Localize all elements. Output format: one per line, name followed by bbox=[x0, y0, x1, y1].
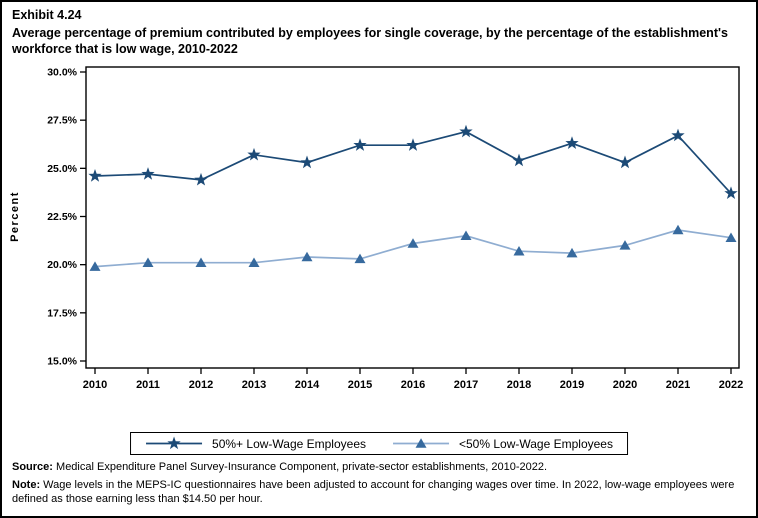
star-marker bbox=[459, 124, 473, 138]
triangle-marker bbox=[460, 230, 472, 241]
triangle-marker bbox=[672, 224, 684, 235]
x-tick-label: 2021 bbox=[666, 379, 690, 391]
y-axis: 30.0% 27.5% 25.0% 22.5% 20.0% 17.5% 15.0% bbox=[47, 67, 86, 368]
triangle-icon bbox=[415, 438, 427, 448]
star-marker bbox=[88, 169, 102, 182]
note-text: Wage levels in the MEPS-IC questionnaire… bbox=[12, 478, 735, 506]
x-tick-label: 2019 bbox=[560, 379, 584, 391]
x-tick-label: 2013 bbox=[242, 379, 266, 391]
x-tick-label: 2020 bbox=[613, 379, 637, 391]
y-tick-label: 30.0% bbox=[47, 67, 77, 79]
triangle-marker bbox=[248, 257, 260, 268]
series-under50 bbox=[89, 224, 737, 271]
chart-title: Average percentage of premium contribute… bbox=[12, 26, 728, 56]
y-tick-label: 17.5% bbox=[47, 307, 77, 319]
x-tick-label: 2016 bbox=[401, 379, 425, 391]
triangle-marker bbox=[301, 251, 313, 262]
x-tick-label: 2012 bbox=[189, 379, 213, 391]
x-axis: 2010 2011 2012 2013 2014 2015 2016 2017 2018 2019… bbox=[83, 368, 743, 391]
star-marker bbox=[724, 186, 738, 200]
exhibit-number: Exhibit 4.24 bbox=[12, 8, 82, 22]
y-tick-label: 25.0% bbox=[47, 163, 77, 175]
series-50plus bbox=[88, 124, 738, 200]
x-tick-label: 2015 bbox=[348, 379, 372, 391]
y-tick-label: 22.5% bbox=[47, 211, 77, 223]
star-marker bbox=[194, 172, 208, 186]
x-tick-label: 2011 bbox=[136, 379, 160, 391]
legend-item-50plus-low-wage: 50%+ Low-Wage Employees bbox=[145, 436, 366, 451]
triangle-marker bbox=[407, 238, 419, 248]
x-tick-label: 2022 bbox=[719, 379, 743, 391]
star-icon bbox=[167, 436, 181, 450]
star-marker bbox=[247, 147, 261, 161]
source-text: Medical Expenditure Panel Survey-Insuran… bbox=[56, 461, 548, 473]
x-tick-label: 2018 bbox=[507, 379, 531, 391]
star-marker bbox=[671, 128, 685, 142]
star-marker bbox=[300, 155, 314, 169]
legend-star-marker-icon bbox=[146, 436, 203, 450]
triangle-marker bbox=[513, 245, 525, 256]
series-line bbox=[94, 229, 732, 268]
star-marker bbox=[618, 155, 632, 169]
triangle-marker bbox=[619, 240, 631, 250]
source-line: Source: Medical Expenditure Panel Survey… bbox=[12, 460, 752, 475]
star-marker bbox=[141, 167, 155, 180]
source-label: Source: bbox=[12, 461, 53, 473]
triangle-marker bbox=[89, 261, 101, 271]
triangle-marker bbox=[142, 257, 154, 268]
y-tick-label: 20.0% bbox=[47, 259, 77, 271]
legend-triangle-marker-icon bbox=[393, 438, 449, 448]
star-marker bbox=[353, 138, 367, 151]
legend: 50%+ Low-Wage Employees <50% Low-Wage Em… bbox=[130, 432, 628, 455]
triangle-marker bbox=[354, 253, 366, 264]
legend-label: <50% Low-Wage Employees bbox=[459, 436, 613, 451]
y-axis-title: Percent bbox=[9, 191, 21, 242]
x-tick-label: 2017 bbox=[454, 379, 478, 391]
plot-border bbox=[85, 66, 740, 369]
title-block: Exhibit 4.24 Average percentage of premi… bbox=[12, 8, 728, 57]
legend-label: 50%+ Low-Wage Employees bbox=[212, 436, 366, 451]
y-tick-label: 27.5% bbox=[47, 115, 77, 127]
star-marker bbox=[512, 153, 526, 167]
note-line: Note: Wage levels in the MEPS-IC questio… bbox=[12, 478, 752, 507]
star-marker bbox=[406, 138, 420, 151]
x-tick-label: 2010 bbox=[83, 379, 107, 391]
triangle-marker bbox=[566, 247, 578, 258]
footnotes: Source: Medical Expenditure Panel Survey… bbox=[12, 460, 752, 510]
y-tick-label: 15.0% bbox=[47, 356, 77, 368]
triangle-marker bbox=[195, 257, 207, 268]
x-tick-label: 2014 bbox=[295, 379, 320, 391]
triangle-marker bbox=[725, 232, 737, 242]
star-marker bbox=[565, 136, 579, 149]
legend-item-under50-low-wage: <50% Low-Wage Employees bbox=[392, 436, 613, 451]
note-label: Note: bbox=[12, 478, 41, 491]
